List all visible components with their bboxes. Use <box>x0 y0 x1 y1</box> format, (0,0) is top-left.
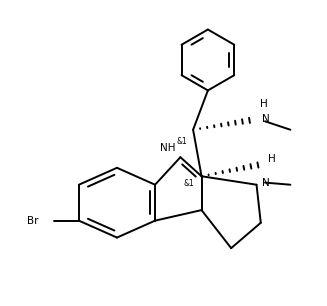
Text: Br: Br <box>27 216 38 226</box>
Text: N: N <box>262 177 269 188</box>
Text: NH: NH <box>160 143 176 153</box>
Text: H: H <box>260 99 267 109</box>
Text: H: H <box>268 154 276 164</box>
Text: &1: &1 <box>183 179 194 188</box>
Text: N: N <box>262 114 269 124</box>
Text: &1: &1 <box>176 137 187 146</box>
